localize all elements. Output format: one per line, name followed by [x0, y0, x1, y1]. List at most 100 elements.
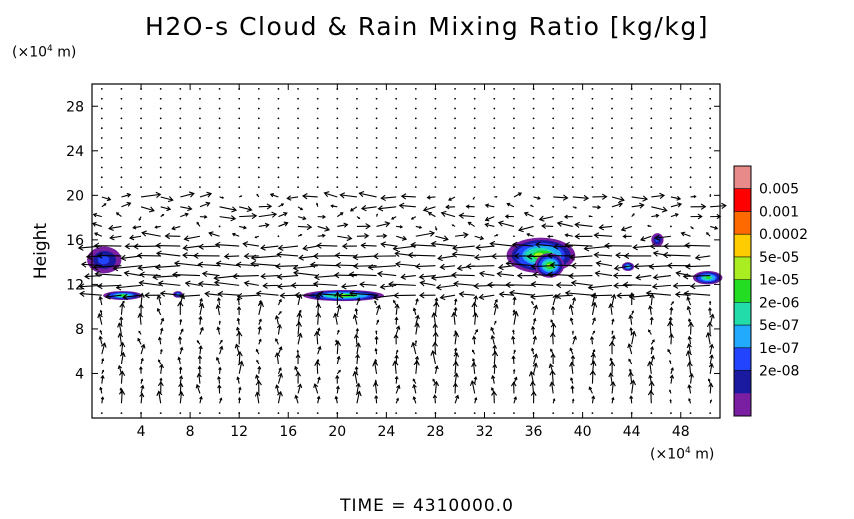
wind-vector	[100, 117, 103, 120]
wind-vector-head	[279, 292, 286, 299]
wind-vector-head	[179, 375, 184, 380]
wind-vector-head	[622, 234, 627, 239]
wind-vector-head	[139, 392, 145, 398]
wind-vector-shaft	[441, 212, 456, 218]
wind-vector	[140, 146, 142, 149]
wind-vector	[650, 176, 653, 179]
wind-vector-shaft	[376, 222, 390, 227]
wind-vector-shaft	[506, 262, 534, 267]
x-tick-label: 12	[230, 424, 248, 440]
wind-vector	[380, 241, 397, 248]
wind-vector	[650, 355, 655, 365]
wind-vector-head	[197, 261, 204, 268]
wind-vector	[630, 166, 633, 169]
wind-vector	[648, 380, 655, 394]
wind-vector-head	[472, 358, 476, 362]
wind-vector-shaft	[646, 292, 671, 296]
wind-vector-head	[532, 353, 539, 359]
wind-vector-head	[410, 241, 416, 249]
wind-vector-head	[628, 358, 632, 362]
wind-vector	[708, 300, 712, 306]
wind-vector	[472, 196, 476, 200]
wind-vector	[669, 306, 674, 315]
wind-vector	[451, 271, 475, 279]
wind-vector	[526, 232, 534, 237]
wind-vector	[571, 137, 574, 139]
wind-vector-shaft	[121, 193, 131, 198]
wind-vector	[631, 213, 635, 217]
wind-vector	[277, 137, 280, 139]
x-tick-label: 48	[672, 424, 690, 440]
wind-vector	[352, 263, 377, 270]
wind-vector-head	[709, 193, 712, 196]
wind-vector-head	[552, 293, 558, 300]
wind-vector	[670, 202, 683, 208]
wind-vector-head	[533, 304, 539, 310]
wind-vector	[709, 137, 712, 139]
wind-vector-head	[199, 297, 203, 302]
wind-vector	[706, 232, 711, 237]
wind-vector	[277, 235, 280, 238]
wind-vector-head	[221, 196, 225, 199]
wind-vector-head	[635, 274, 642, 281]
wind-vector	[591, 146, 594, 149]
wind-vector	[84, 273, 102, 280]
wind-vector-head	[587, 284, 594, 291]
wind-vector	[199, 395, 203, 404]
wind-vector-shaft	[199, 202, 210, 208]
wind-vector	[533, 304, 539, 316]
wind-vector	[258, 338, 262, 345]
wind-vector	[439, 263, 456, 271]
wind-vector	[591, 317, 596, 325]
wind-vector-shaft	[120, 342, 124, 355]
wind-vector-shaft	[629, 315, 633, 325]
wind-vector	[257, 166, 260, 169]
wind-vector-head	[217, 384, 222, 389]
wind-vector	[484, 222, 495, 228]
wind-vector-head	[294, 365, 299, 370]
wind-vector-shaft	[448, 196, 456, 201]
wind-vector-head	[290, 282, 297, 289]
wind-vector-head	[296, 349, 300, 353]
wind-vector	[274, 315, 280, 325]
wind-vector	[198, 302, 205, 315]
wind-vector-head	[136, 252, 143, 259]
wind-vector-head	[512, 329, 515, 333]
wind-vector-head	[513, 349, 516, 353]
wind-vector	[218, 88, 221, 90]
wind-vector-shaft	[655, 235, 672, 239]
wind-vector	[553, 194, 569, 201]
wind-vector-head	[549, 381, 555, 387]
wind-vector-head	[674, 213, 679, 217]
wind-vector	[650, 339, 655, 345]
wind-vector-head	[155, 250, 162, 257]
wind-vector-shaft	[395, 304, 398, 315]
wind-vector	[274, 384, 280, 394]
wind-vector-shaft	[509, 292, 534, 296]
wind-vector-shaft	[277, 324, 281, 335]
wind-vector-head	[315, 302, 322, 309]
wind-vector-shaft	[174, 262, 200, 267]
wind-vector-head	[138, 292, 145, 298]
wind-vector	[101, 203, 107, 208]
wind-vector-shaft	[513, 297, 516, 306]
wind-vector	[530, 325, 536, 335]
wind-vector-head	[410, 217, 414, 220]
wind-vector-shaft	[237, 297, 240, 306]
wind-vector	[572, 206, 578, 209]
wind-vector-head	[101, 357, 105, 362]
wind-vector-head	[458, 291, 465, 298]
wind-vector-head	[394, 316, 399, 321]
wind-vector-head	[376, 213, 379, 216]
wind-vector	[570, 354, 576, 364]
wind-vector-head	[231, 232, 236, 237]
wind-vector-head	[160, 327, 164, 332]
wind-vector-head	[315, 312, 322, 318]
wind-vector	[179, 156, 182, 159]
wind-vector-head	[372, 253, 379, 260]
wind-vector	[426, 195, 436, 200]
wind-vector-head	[537, 196, 541, 200]
wind-vector-head	[415, 298, 419, 302]
wind-vector	[650, 186, 653, 189]
wind-vector-shaft	[101, 343, 106, 355]
